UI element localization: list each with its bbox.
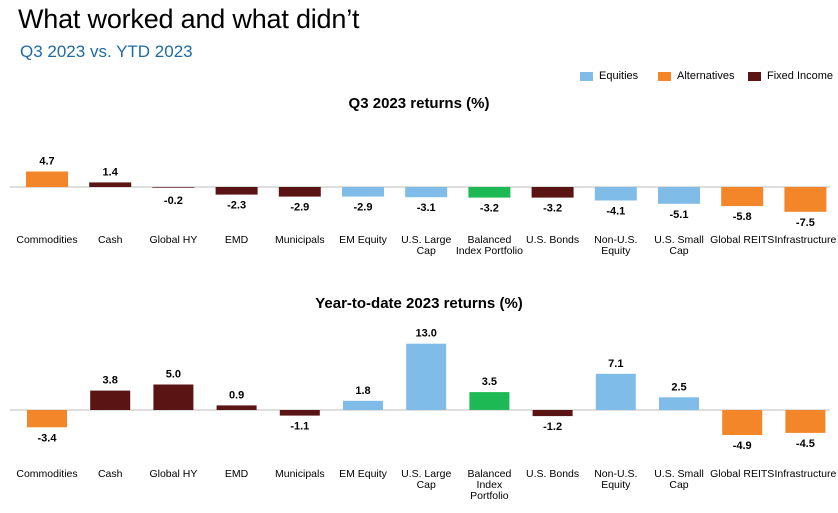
bar-1-1 [26,171,68,187]
data-label-2-8: 3.5 [482,376,497,388]
bar-2-11 [659,397,699,411]
category-label-2-11: U.S. Small Cap [654,468,704,491]
legend-label-fixed-income: Fixed Income [767,70,834,82]
data-label-1-10: -4.1 [606,206,625,218]
data-label-1-11: -5.1 [670,209,689,221]
data-label-2-1: -3.4 [38,432,58,444]
bar-2-4 [216,405,257,410]
category-label-1-5: Municipals [275,234,325,246]
category-label-1-9: U.S. Bonds [526,234,579,246]
bar-2-9 [532,410,573,417]
data-label-2-4: 0.9 [229,389,244,401]
bar-2-2 [90,390,131,410]
bar-1-7 [405,187,448,198]
data-label-1-12: -5.8 [733,211,752,223]
data-label-1-4: -2.3 [227,200,246,212]
bar-1-8 [468,187,511,198]
category-label-2-7: U.S. Large Cap [401,468,451,491]
category-label-2-3: Global HY [149,468,197,480]
bar-1-5 [278,187,321,197]
category-label-2-9: U.S. Bonds [526,468,579,480]
category-label-2-8: Balanced Index Portfolio [468,468,512,502]
page-subtitle: Q3 2023 vs. YTD 2023 [20,42,193,61]
bar-1-4 [215,187,258,195]
category-label-2-4: EMD [225,468,249,480]
bar-2-8 [469,392,510,410]
data-label-2-10: 7.1 [608,358,623,370]
category-label-2-5: Municipals [275,468,325,480]
category-label-1-6: EM Equity [339,234,388,246]
category-label-1-13: Infrastructure [774,234,836,246]
legend-label-alternatives: Alternatives [677,70,735,82]
category-label-1-11: U.S. Small Cap [654,234,704,257]
bar-2-7 [406,343,447,410]
category-label-2-12: Global REITS [710,468,774,480]
category-label-1-10: Non-U.S. Equity [594,234,637,257]
legend-item-equities: Equities [580,70,638,82]
data-label-1-3: -0.2 [164,195,183,207]
data-label-2-12: -4.9 [733,440,752,452]
legend-swatch-equities [580,71,593,81]
data-label-1-2: 1.4 [103,166,119,178]
bar-2-1 [27,410,67,428]
legend-swatch-fixed-income [748,71,761,81]
data-label-2-7: 13.0 [415,328,436,340]
data-label-1-9: -3.2 [543,203,562,215]
category-label-2-10: Non-U.S. Equity [594,468,637,491]
data-label-1-1: 4.7 [39,156,54,168]
bar-1-12 [721,187,764,207]
chart-title-1: Q3 2023 returns (%) [349,95,490,112]
bar-1-3 [152,187,195,188]
data-label-2-11: 2.5 [671,381,686,393]
data-label-2-5: -1.1 [290,421,309,433]
bar-2-12 [722,410,763,435]
data-label-2-6: 1.8 [355,385,370,397]
bar-1-9 [531,187,574,198]
bar-1-2 [89,182,132,187]
bar-2-10 [595,373,636,410]
page-title: What worked and what didn’t [18,4,360,34]
legend: Equities Alternatives Fixed Income [580,70,833,88]
data-label-1-5: -2.9 [290,202,309,214]
category-label-1-7: U.S. Large Cap [401,234,451,257]
legend-item-alternatives: Alternatives [658,70,734,82]
bar-2-3 [153,384,194,410]
bar-2-13 [785,410,826,433]
bar-1-10 [594,187,637,201]
category-label-1-4: EMD [225,234,249,246]
data-label-2-13: -4.5 [796,438,815,450]
data-label-1-7: -3.1 [417,202,436,214]
data-label-1-13: -7.5 [796,217,815,229]
category-label-1-12: Global REITS [710,234,774,246]
category-label-2-1: Commodities [16,468,77,480]
bar-1-11 [658,187,700,204]
category-label-2-6: EM Equity [339,468,388,480]
category-label-1-1: Commodities [16,234,77,246]
data-label-1-8: -3.2 [480,203,499,215]
bar-1-6 [342,187,384,197]
data-label-2-9: -1.2 [543,421,562,433]
data-label-2-3: 5.0 [166,369,181,381]
category-label-1-2: Cash [98,234,123,246]
data-label-2-2: 3.8 [103,375,118,387]
chart-title-2: Year-to-date 2023 returns (%) [315,295,523,312]
category-label-2-2: Cash [98,468,123,480]
legend-swatch-alternatives [658,71,671,81]
bar-2-5 [279,410,320,416]
category-label-1-8: Balanced Index Portfolio [456,234,523,257]
bar-2-6 [343,400,383,410]
legend-item-fixed-income: Fixed Income [748,70,833,82]
category-label-1-3: Global HY [149,234,197,246]
data-label-1-6: -2.9 [354,202,373,214]
bar-1-13 [784,187,827,212]
legend-label-equities: Equities [599,70,639,82]
category-label-2-13: Infrastructure [774,468,836,480]
